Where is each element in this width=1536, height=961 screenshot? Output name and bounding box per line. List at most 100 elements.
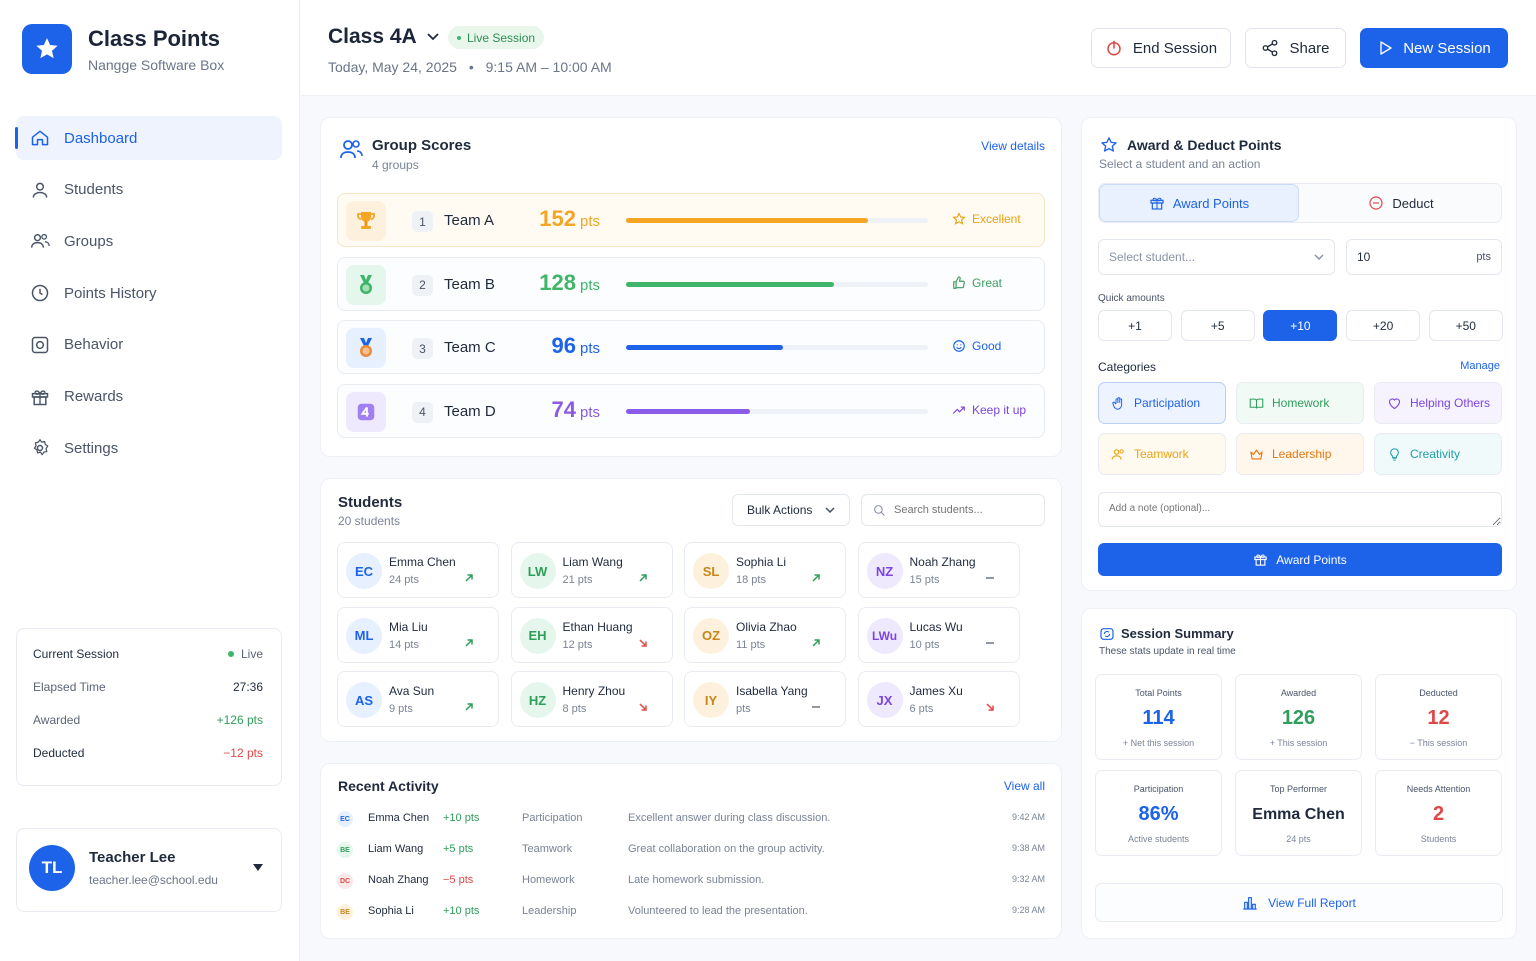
bulk-actions-dropdown[interactable]: Bulk Actions bbox=[732, 494, 850, 526]
tab-award-points[interactable]: Award Points bbox=[1099, 184, 1299, 222]
activity-row: BE Liam Wang +5 pts Teamwork Great collabora… bbox=[337, 839, 1045, 861]
view-full-report-button[interactable]: View Full Report bbox=[1095, 883, 1503, 922]
arrow-up-right-icon bbox=[638, 574, 647, 582]
team-row[interactable]: 4 Team D 74 pts Keep it up bbox=[337, 383, 1045, 438]
team-progress-fill bbox=[626, 408, 750, 414]
view-all-link[interactable]: View all bbox=[1003, 779, 1045, 793]
team-badge: Excellent bbox=[952, 212, 1021, 226]
caret-down-icon[interactable] bbox=[253, 864, 263, 872]
award-submit-button[interactable]: Award Points bbox=[1098, 543, 1502, 576]
sidebar-item-points-history[interactable]: Points History bbox=[16, 271, 282, 315]
student-card[interactable]: HZ Henry Zhou 8 pts bbox=[510, 671, 673, 727]
sidebar-item-dashboard[interactable]: Dashboard bbox=[15, 116, 282, 160]
student-name: Ava Sun bbox=[389, 684, 435, 698]
student-points: 6 pts bbox=[909, 703, 934, 715]
sidebar-item-groups[interactable]: Groups bbox=[16, 219, 282, 263]
student-card[interactable]: AS Ava Sun 9 pts bbox=[337, 671, 499, 727]
student-card[interactable]: IY Isabella Yang pts bbox=[684, 671, 846, 727]
stat-value: 86% bbox=[1138, 803, 1179, 825]
quick-amount-button[interactable]: +20 bbox=[1346, 310, 1421, 341]
sidebar-item-label: Rewards bbox=[64, 388, 124, 405]
activity-note: Excellent answer during class discussion… bbox=[628, 812, 831, 824]
student-trend bbox=[985, 638, 995, 648]
avatar: TL bbox=[29, 845, 75, 891]
tab-deduct[interactable]: Deduct bbox=[1302, 184, 1500, 222]
student-card[interactable]: EC Emma Chen 24 pts bbox=[337, 542, 499, 598]
trophy-icon bbox=[357, 212, 375, 229]
student-points: 15 pts bbox=[909, 574, 940, 586]
category-leadership[interactable]: Leadership bbox=[1236, 433, 1364, 475]
class-selector[interactable]: Class 4A bbox=[328, 25, 439, 49]
home-icon bbox=[31, 130, 49, 146]
live-session-badge: Live Session bbox=[448, 26, 545, 49]
student-card[interactable]: NZ Noah Zhang 15 pts bbox=[857, 542, 1020, 598]
sidebar-item-settings[interactable]: Settings bbox=[16, 426, 282, 470]
student-points: 12 pts bbox=[562, 638, 593, 651]
clock-icon bbox=[31, 284, 49, 302]
student-points: 21 pts bbox=[562, 574, 593, 586]
new-session-button[interactable]: New Session bbox=[1360, 28, 1508, 68]
student-points: 11 pts bbox=[736, 638, 766, 651]
student-name: Sophia Li bbox=[736, 555, 787, 569]
manage-link[interactable]: Manage bbox=[1460, 360, 1500, 372]
chevron-down-icon bbox=[825, 507, 835, 513]
team-name: Team C bbox=[444, 339, 496, 356]
activity-avatar: BE bbox=[337, 842, 353, 858]
share-icon bbox=[1263, 39, 1278, 57]
points-amount-input[interactable]: 10 pts bbox=[1346, 239, 1502, 275]
category-label: Helping Others bbox=[1410, 396, 1491, 410]
activity-delta: +10 pts bbox=[443, 905, 480, 917]
category-creativity[interactable]: Creativity bbox=[1374, 433, 1502, 475]
stat-top-performer: Top Performer Emma Chen 24 pts bbox=[1235, 770, 1362, 856]
quick-amount-button[interactable]: +50 bbox=[1428, 310, 1503, 341]
student-card[interactable]: ML Mia Liu 14 pts bbox=[337, 606, 499, 663]
category-helping-others[interactable]: Helping Others bbox=[1374, 382, 1502, 424]
view-details-link[interactable]: View details bbox=[981, 139, 1045, 153]
live-dot-icon bbox=[227, 651, 234, 657]
student-card[interactable]: LW Liam Wang 21 pts bbox=[510, 542, 673, 598]
student-points: 9 pts bbox=[389, 703, 413, 715]
student-card[interactable]: OZ Olivia Zhao 11 pts bbox=[684, 606, 846, 663]
teacher-profile[interactable]: TL Teacher Lee teacher.lee@school.edu bbox=[16, 828, 282, 912]
team-badge: Great bbox=[952, 276, 1002, 290]
summary-title: Session Summary bbox=[1121, 626, 1234, 641]
sidebar-item-behavior[interactable]: Behavior bbox=[16, 323, 282, 367]
category-teamwork[interactable]: Teamwork bbox=[1098, 433, 1226, 475]
team-row[interactable]: 2 Team B 128 pts Great bbox=[337, 256, 1045, 311]
group-scores-subtitle: 4 groups bbox=[372, 158, 419, 172]
teacher-email: teacher.lee@school.edu bbox=[89, 873, 218, 887]
sidebar-item-label: Points History bbox=[64, 284, 157, 302]
activity-time: 9:38 AM bbox=[1011, 843, 1045, 853]
student-avatar: HZ bbox=[519, 682, 556, 718]
student-avatar: SL bbox=[693, 553, 729, 589]
category-participation[interactable]: Participation bbox=[1098, 382, 1226, 424]
student-trend bbox=[811, 702, 821, 712]
end-session-button[interactable]: End Session bbox=[1091, 28, 1231, 68]
student-name: Emma Chen bbox=[389, 555, 456, 569]
recent-activity-card: Recent Activity View all EC Emma Chen +10 … bbox=[320, 763, 1062, 939]
quick-amount-button[interactable]: +5 bbox=[1180, 310, 1255, 341]
team-row[interactable]: 3 Team C 96 pts Good bbox=[337, 320, 1045, 374]
team-rank: 2 bbox=[412, 274, 433, 296]
student-card[interactable]: JX James Xu 6 pts bbox=[857, 671, 1020, 727]
quick-amount-button[interactable]: +10 bbox=[1263, 310, 1338, 341]
activity-category: Participation bbox=[522, 812, 583, 824]
student-search[interactable] bbox=[861, 494, 1045, 526]
student-select[interactable]: Select student... bbox=[1098, 239, 1335, 275]
student-card[interactable]: EH Ethan Huang 12 pts bbox=[510, 606, 673, 663]
search-input[interactable] bbox=[894, 504, 1034, 516]
student-card[interactable]: SL Sophia Li 18 pts bbox=[684, 542, 846, 598]
quick-amount-button[interactable]: +1 bbox=[1098, 310, 1172, 341]
student-trend bbox=[985, 702, 995, 712]
stat-label: Deducted bbox=[1419, 688, 1458, 698]
share-button[interactable]: Share bbox=[1245, 28, 1346, 68]
student-card[interactable]: LWu Lucas Wu 10 pts bbox=[857, 606, 1020, 663]
sidebar-item-students[interactable]: Students bbox=[16, 168, 282, 212]
award-title: Award & Deduct Points bbox=[1127, 137, 1282, 153]
category-homework[interactable]: Homework bbox=[1236, 382, 1364, 424]
sidebar-item-rewards[interactable]: Rewards bbox=[16, 375, 282, 419]
students-card: Students 20 students Bulk Actions EC Emma… bbox=[320, 478, 1062, 742]
team-row[interactable]: 1 Team A 152 pts Excellent bbox=[337, 193, 1045, 247]
activity-row: DC Noah Zhang −5 pts Homework Late homework … bbox=[337, 870, 1045, 892]
note-input[interactable] bbox=[1098, 492, 1502, 527]
